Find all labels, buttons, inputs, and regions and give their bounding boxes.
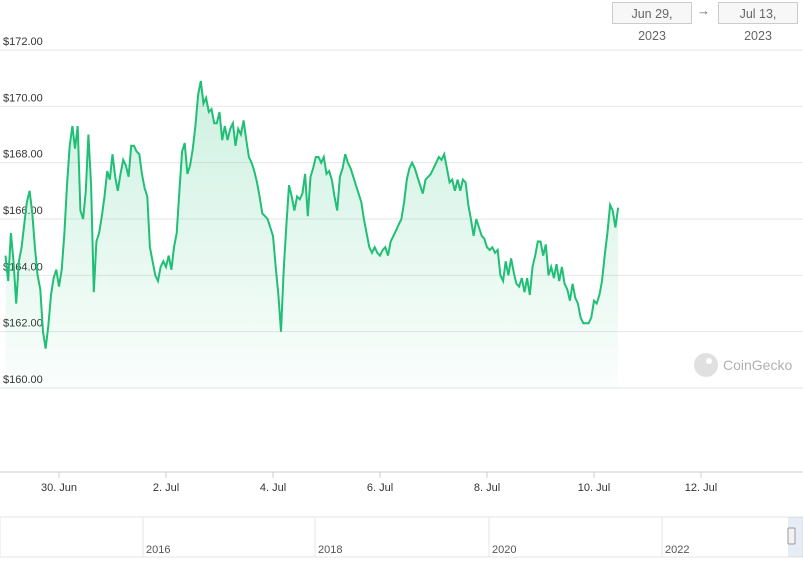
navigator-frame xyxy=(0,516,803,558)
navigator-year-label: 2022 xyxy=(665,544,689,556)
navigator-year-label: 2020 xyxy=(492,544,516,556)
y-tick-label: $166.00 xyxy=(3,205,43,217)
price-area xyxy=(5,81,619,388)
x-tick-label: 10. Jul xyxy=(578,482,610,494)
range-start-date-input[interactable]: Jun 29, 2023 xyxy=(612,2,692,43)
price-line xyxy=(4,80,620,349)
range-end-date-input[interactable]: Jul 13, 2023 xyxy=(718,2,798,43)
x-tick-label: 30. Jun xyxy=(41,482,77,494)
navigator-handle[interactable] xyxy=(787,527,796,545)
y-tick-label: $172.00 xyxy=(3,36,43,48)
y-tick-label: $168.00 xyxy=(3,149,43,161)
coingecko-watermark: CoinGecko xyxy=(694,353,792,377)
x-tick-label: 4. Jul xyxy=(260,482,286,494)
x-tick-label: 12. Jul xyxy=(685,482,717,494)
range-arrow-icon: → xyxy=(697,3,710,18)
x-tick-label: 8. Jul xyxy=(474,482,500,494)
watermark-label: CoinGecko xyxy=(723,357,792,373)
navigator[interactable]: 2016 2018 2020 2022 xyxy=(0,516,803,558)
navigator-year-label: 2018 xyxy=(318,544,342,556)
navigator-year-label: 2016 xyxy=(146,544,170,556)
x-axis: 30. Jun 2. Jul 4. Jul 6. Jul 8. Jul 10. Jul 12… xyxy=(41,472,717,494)
x-tick-label: 2. Jul xyxy=(153,482,179,494)
y-tick-label: $170.00 xyxy=(3,92,43,104)
x-tick-label: 6. Jul xyxy=(367,482,393,494)
